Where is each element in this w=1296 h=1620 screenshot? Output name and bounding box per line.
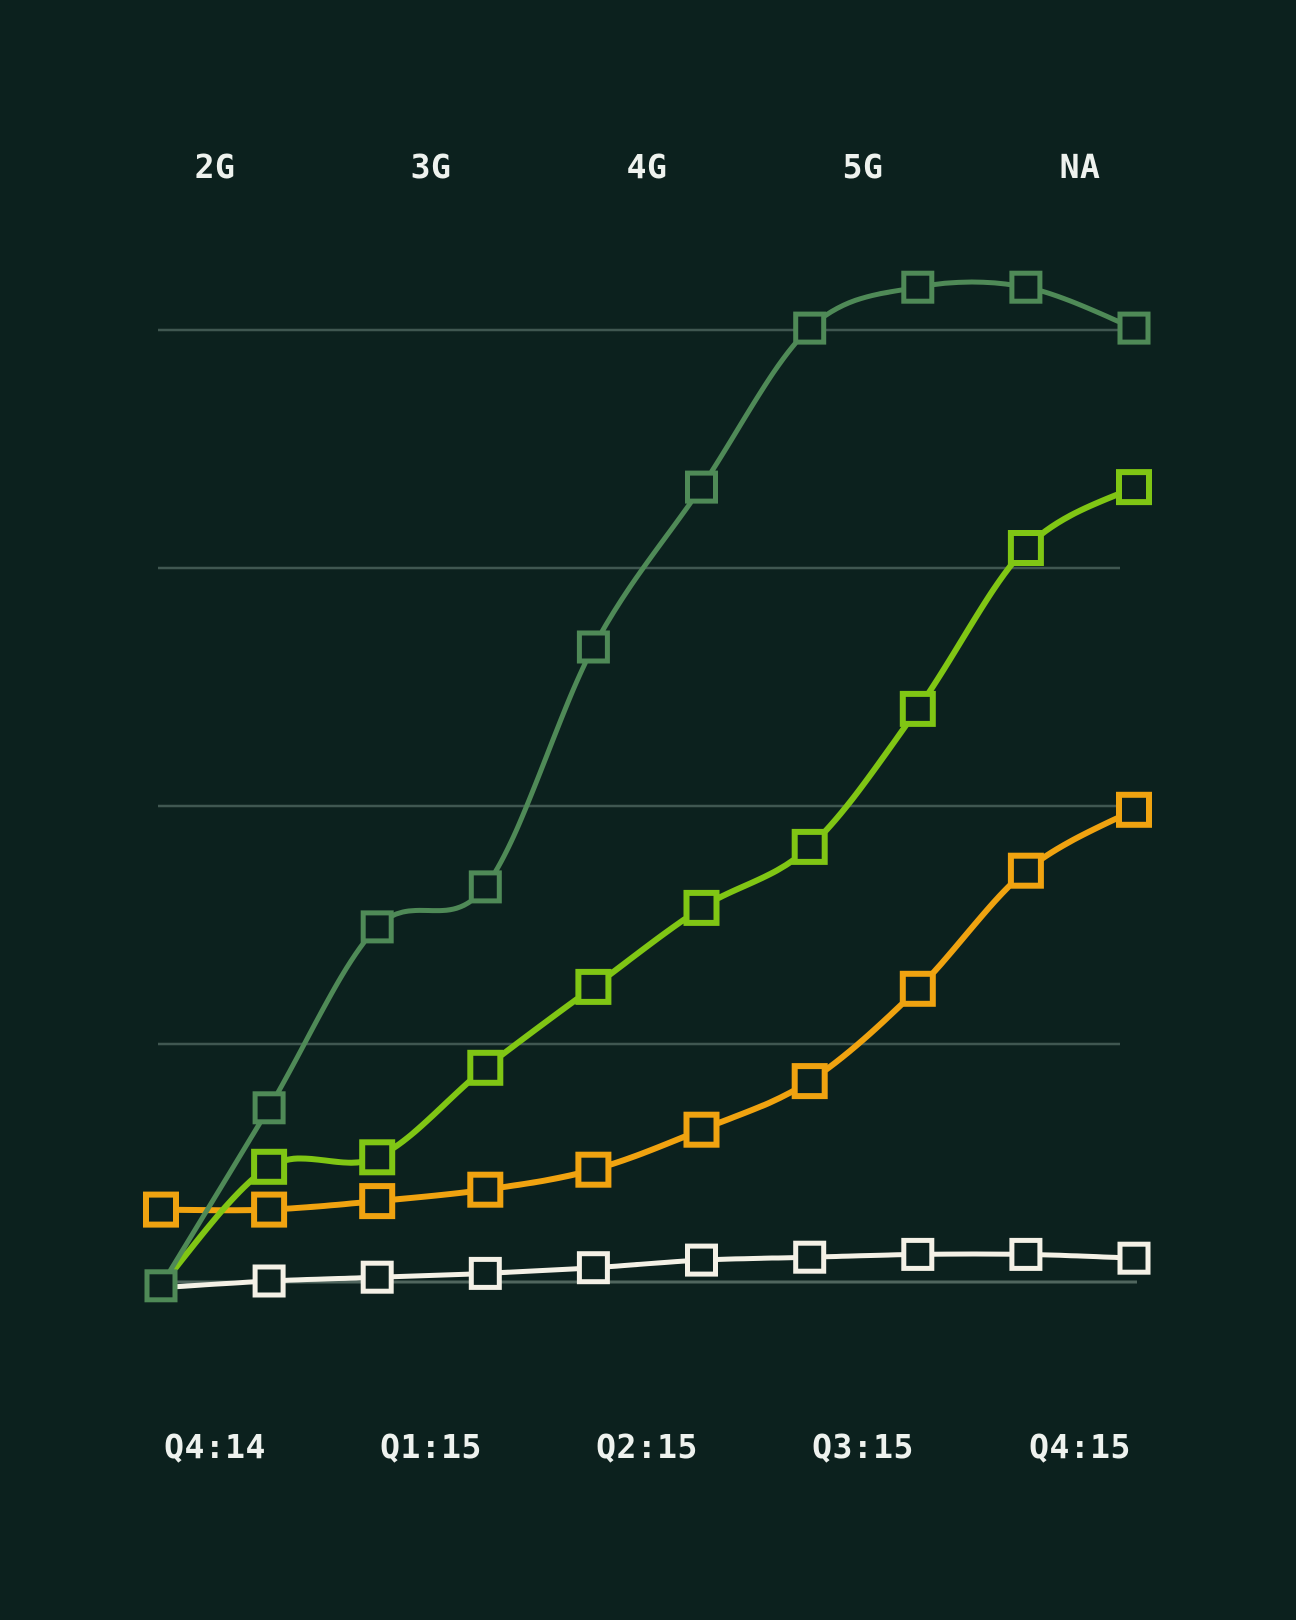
dark-green-line-marker <box>901 270 935 304</box>
white-line-marker <box>793 1240 827 1274</box>
dark-green-line-series <box>144 270 1151 1303</box>
orange-line-marker <box>1116 791 1152 828</box>
quarter-label-q4-14: Q4:14 <box>164 1427 266 1466</box>
generation-label-na: NA <box>1060 147 1101 186</box>
orange-line-marker <box>251 1191 288 1228</box>
generation-label-3g: 3G <box>411 147 452 186</box>
orange-line-marker <box>359 1183 396 1220</box>
orange-line-marker <box>791 1063 828 1100</box>
dark-green-line-path <box>158 279 1137 1289</box>
dark-green-line-marker <box>360 910 394 944</box>
bright-green-line-marker <box>359 1139 396 1176</box>
white-line-path <box>158 1251 1137 1291</box>
dark-green-line-marker <box>1117 311 1151 345</box>
bright-green-line-marker <box>683 889 720 926</box>
bright-green-line-marker <box>467 1049 504 1086</box>
bright-green-line-marker <box>1007 530 1044 566</box>
dark-green-line-marker <box>468 870 502 904</box>
orange-line-path <box>158 806 1137 1214</box>
quarter-label-q3-15: Q3:15 <box>812 1427 914 1466</box>
orange-line-marker <box>899 970 936 1007</box>
dark-green-line-marker <box>252 1091 286 1125</box>
white-line-marker <box>901 1237 935 1271</box>
quarter-label-q2-15: Q2:15 <box>596 1427 698 1466</box>
quarter-label-q4-15: Q4:15 <box>1029 1427 1131 1466</box>
gridlines <box>158 328 1137 1284</box>
white-line-marker <box>252 1264 286 1298</box>
dark-green-line-marker <box>793 311 827 345</box>
orange-line-marker <box>683 1111 720 1148</box>
white-line-marker <box>468 1256 502 1290</box>
generation-label-4g: 4G <box>627 147 668 186</box>
white-line-series <box>158 1237 1151 1298</box>
bright-green-line-series <box>158 469 1152 1289</box>
white-line-marker <box>685 1243 718 1277</box>
orange-line-marker <box>467 1171 504 1208</box>
white-line-marker <box>576 1251 610 1285</box>
bright-green-line-path <box>158 484 1137 1289</box>
dark-green-line-marker <box>576 630 610 664</box>
white-line-marker <box>1009 1237 1043 1271</box>
orange-line-marker <box>143 1191 179 1228</box>
orange-line-marker <box>575 1151 612 1188</box>
bright-green-line-marker <box>251 1148 288 1185</box>
white-line-marker <box>1117 1241 1151 1275</box>
quarter-label-q1-15: Q1:15 <box>380 1427 482 1466</box>
bright-green-line-marker <box>1116 469 1152 506</box>
quarter-labels: Q4:14 Q1:15 Q2:15 Q3:15 Q4:15 <box>164 1427 1131 1466</box>
white-line-marker <box>360 1260 394 1294</box>
bright-green-line-marker <box>791 828 828 865</box>
bright-green-line-marker <box>575 968 612 1005</box>
dark-green-line-marker <box>144 1269 178 1303</box>
orange-line-marker <box>1007 852 1044 889</box>
series-plot <box>143 270 1152 1303</box>
dark-green-line-marker <box>1009 270 1043 304</box>
generation-label-5g: 5G <box>843 147 884 186</box>
generation-label-2g: 2G <box>195 147 236 186</box>
bright-green-line-marker <box>899 690 936 727</box>
dark-green-line-marker <box>685 470 718 504</box>
orange-line-series <box>143 791 1152 1228</box>
generation-labels: 2G 3G 4G 5G NA <box>195 147 1101 186</box>
